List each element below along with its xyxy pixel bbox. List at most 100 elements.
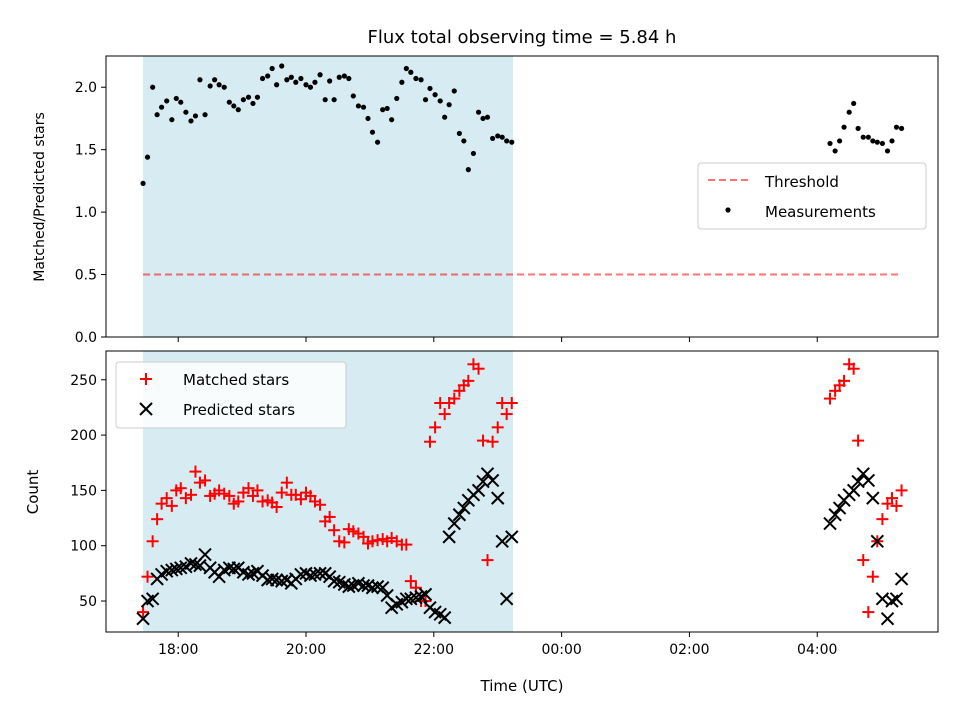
measurement-point: [509, 139, 515, 145]
measurement-point: [399, 79, 405, 85]
predicted-star-point: [889, 592, 904, 606]
matched-star-point: [423, 435, 436, 448]
measurement-point: [832, 148, 838, 154]
measurement-point: [197, 77, 203, 83]
measurement-point: [408, 69, 414, 75]
measurement-point: [451, 88, 457, 94]
measurement-point: [456, 130, 462, 137]
measurement-point: [298, 75, 304, 82]
predicted-star-point: [499, 592, 514, 606]
measurement-point: [188, 118, 194, 124]
matched-star-point: [223, 489, 236, 502]
predicted-star-point: [457, 501, 471, 515]
measurement-point: [865, 134, 871, 140]
measurement-point: [221, 84, 227, 90]
predicted-star-point: [870, 534, 885, 548]
measurement-point: [504, 138, 510, 144]
matched-star-point: [146, 535, 159, 548]
predicted-star-point: [437, 610, 452, 625]
y-tick-label: 0.5: [75, 268, 97, 284]
measurement-point: [446, 102, 452, 108]
matched-star-point: [500, 408, 513, 421]
measurement-point: [484, 114, 491, 120]
legend-measurements-swatch: [725, 207, 731, 213]
measurement-point: [394, 95, 400, 102]
x-tick-label: 00:00: [541, 642, 581, 658]
legend-predicted-swatch: [139, 402, 153, 416]
predicted-star-point: [885, 594, 899, 608]
predicted-star-point: [447, 516, 461, 531]
measurement-point: [490, 135, 496, 142]
top-panel: 0.0 0.5 1.0 1.5 2.0 Flux total observing tim…: [32, 27, 939, 346]
measurement-point: [274, 82, 280, 88]
predicted-star-point: [495, 534, 509, 548]
measurement-point: [164, 98, 170, 104]
measurement-point: [365, 115, 371, 122]
measurement-point: [259, 75, 266, 82]
matched-star-point: [491, 421, 504, 434]
y-tick-label: 0.0: [75, 330, 97, 346]
predicted-star-point: [198, 547, 212, 562]
measurement-point: [192, 113, 199, 119]
predicted-star-point: [313, 566, 327, 581]
measurement-point: [150, 84, 156, 90]
bottom-panel-xlabel: Time (UTC): [480, 677, 564, 695]
legend-matched-swatch: [140, 373, 152, 385]
matched-star-point: [160, 492, 173, 505]
matched-star-point: [862, 606, 875, 619]
predicted-star-point: [404, 592, 418, 606]
predicted-star-point: [480, 467, 495, 481]
measurement-point: [265, 73, 271, 79]
measurement-point: [226, 99, 232, 105]
measurement-point: [307, 84, 314, 90]
measurement-point: [144, 154, 151, 160]
predicted-star-point: [409, 590, 423, 605]
measurement-point: [269, 65, 275, 72]
predicted-star-point: [866, 491, 880, 505]
matched-star-point: [218, 487, 231, 500]
predicted-star-point: [193, 558, 207, 573]
top-legend: Threshold Measurements: [697, 162, 927, 230]
measurement-point: [331, 97, 337, 103]
measurement-point: [427, 85, 433, 92]
matched-star-point: [404, 575, 417, 588]
measurement-point: [158, 104, 165, 110]
measurement-point: [212, 77, 218, 83]
measurement-point: [312, 79, 318, 85]
measurement-point: [437, 98, 443, 104]
predicted-star-point: [880, 612, 895, 626]
predicted-star-point: [145, 592, 160, 606]
top-panel-ylabel: Matched/Predicted stars: [32, 112, 48, 282]
measurement-point: [288, 74, 294, 80]
y-tick-label: 150: [70, 483, 97, 499]
matched-star-point: [852, 434, 865, 447]
measurement-point: [360, 104, 367, 110]
matched-star-point: [462, 374, 475, 387]
predicted-star-point: [861, 473, 876, 488]
bottom-panel-ylabel: Count: [24, 470, 42, 515]
matched-star-point: [137, 606, 150, 619]
matched-star-point: [895, 484, 908, 497]
bottom-legend: Matched stars Predicted stars: [115, 361, 347, 429]
measurement-point: [836, 138, 843, 144]
measurement-point: [384, 105, 390, 112]
predicted-star-point: [491, 491, 505, 505]
matched-star-point: [328, 524, 341, 537]
matched-star-point: [366, 535, 379, 548]
legend-matched-label: Matched stars: [183, 371, 289, 389]
predicted-star-point: [832, 501, 847, 515]
y-tick-label: 2.0: [75, 80, 97, 96]
measurement-point: [374, 139, 381, 145]
measurement-point: [183, 109, 189, 115]
predicted-star-point: [241, 567, 256, 582]
predicted-star-point: [823, 516, 837, 531]
y-tick-label: 100: [70, 539, 97, 555]
measurement-point: [380, 107, 386, 113]
x-tick-label: 04:00: [797, 642, 837, 658]
measurement-point: [860, 134, 866, 140]
measurement-point: [178, 99, 184, 105]
observing-window-shade: [143, 56, 514, 337]
measurement-point: [245, 94, 252, 100]
measurement-point: [250, 100, 256, 107]
measurement-point: [279, 63, 285, 69]
